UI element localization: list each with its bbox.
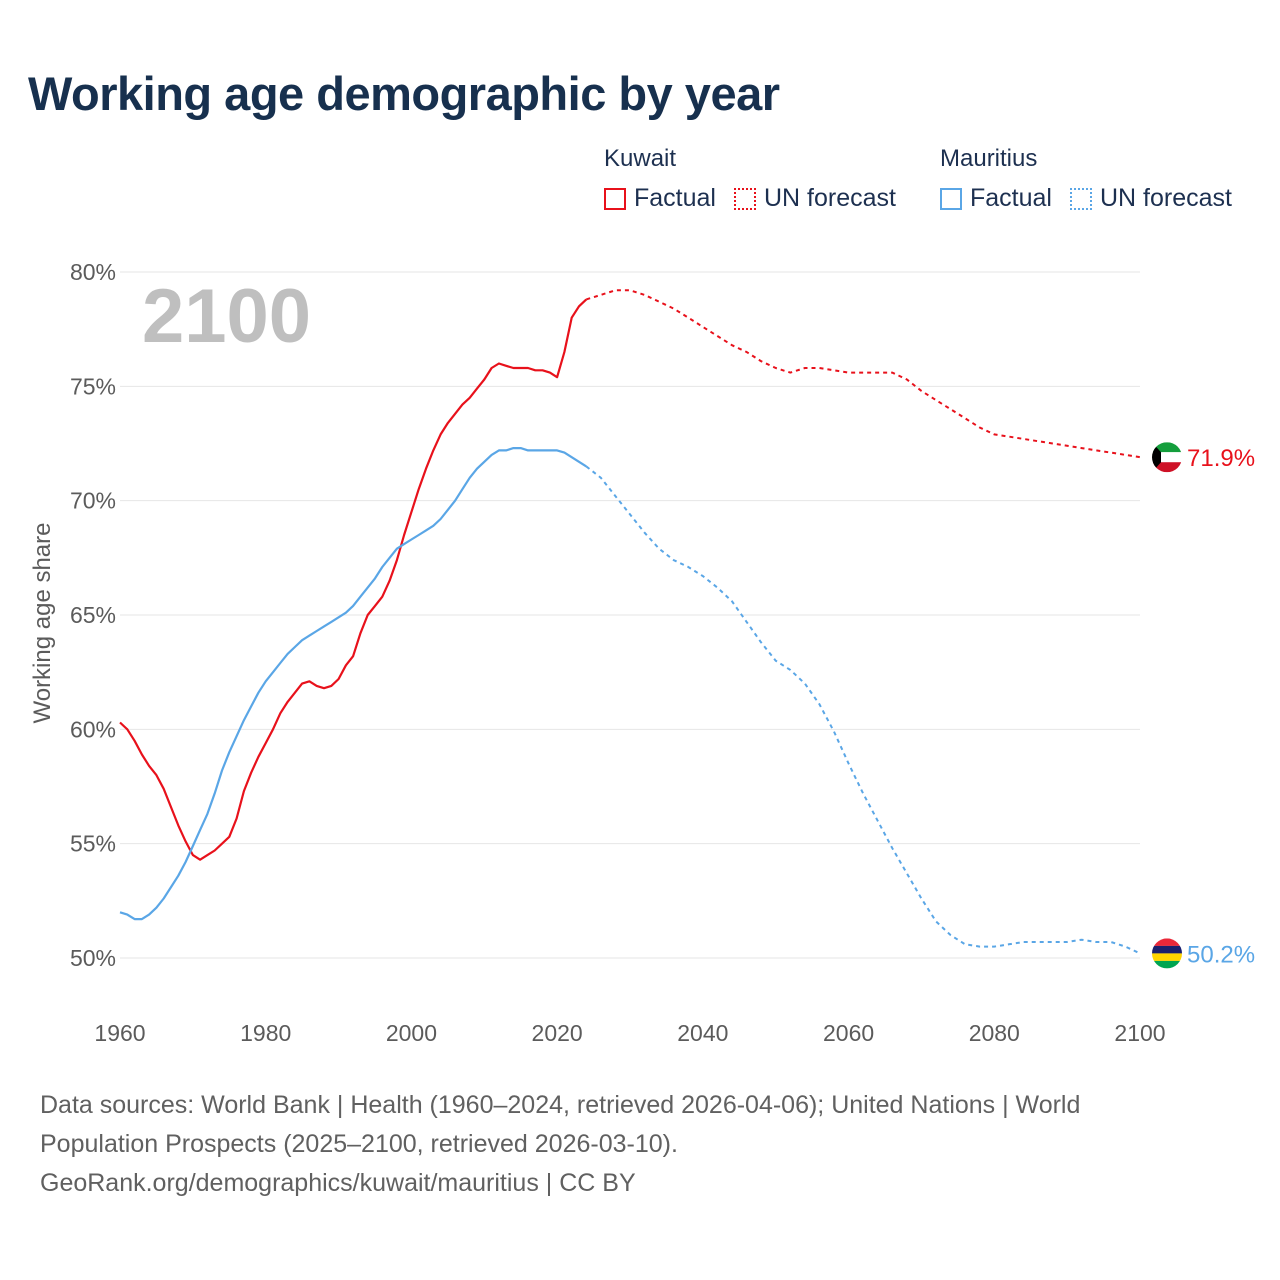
y-tick-label: 70% (70, 488, 116, 514)
legend-item-label: UN forecast (1099, 184, 1232, 212)
legend-kuwait: Kuwait Factual UN forecast (604, 142, 914, 213)
end-label-kuwait: 71.9% (1187, 445, 1255, 472)
year-watermark: 2100 (142, 274, 311, 359)
series-line-kuwait-forecast[interactable] (586, 289, 1141, 459)
series-lines (119, 289, 1141, 955)
legend-item-mauritius-factual[interactable]: Factual (940, 184, 1052, 213)
legend-item-kuwait-forecast[interactable]: UN forecast (733, 184, 896, 213)
y-tick-label: 60% (70, 716, 116, 742)
y-axis-label: Working age share (29, 523, 56, 724)
legend-mauritius: Mauritius Factual UN forecast (940, 142, 1250, 213)
legend-item-label: Factual (634, 184, 716, 212)
page-title: Working age demographic by year (28, 67, 780, 120)
legend-swatch-dotted (733, 187, 756, 210)
kuwait-flag-icon (1152, 442, 1182, 473)
legend-group-name: Kuwait (604, 145, 677, 172)
footer: Data sources: World Bank | Health (1960–… (40, 1086, 1200, 1203)
legend-item-mauritius-forecast[interactable]: UN forecast (1069, 184, 1232, 213)
end-label-mauritius: 50.2% (1187, 941, 1255, 968)
legend-group-name: Mauritius (940, 145, 1038, 172)
end-labels: 71.9% 50.2% (1152, 442, 1255, 969)
legend-swatch-solid (604, 187, 626, 210)
x-tick-label: 2080 (969, 1020, 1020, 1046)
y-axis-ticks: 50% 55% 60% 65% 70% 75% 80% (70, 259, 116, 971)
y-tick-label: 75% (70, 373, 116, 399)
credit-link[interactable]: GeoRank.org/demographics/kuwait/mauritiu… (40, 1169, 636, 1197)
x-tick-label: 2040 (677, 1020, 728, 1046)
legend-item-label: UN forecast (763, 184, 896, 212)
x-tick-label: 2060 (823, 1020, 874, 1046)
x-tick-label: 2000 (386, 1020, 437, 1046)
series-line-mauritius-forecast[interactable] (585, 465, 1141, 955)
gridlines (120, 271, 1140, 959)
x-axis-ticks: 1960 1980 2000 2020 2040 2060 2080 2100 (94, 1020, 1165, 1046)
x-tick-label: 1960 (94, 1020, 145, 1046)
legend-item-label: Factual (970, 184, 1052, 212)
data-sources: Data sources: World Bank | Health (1960–… (40, 1091, 1081, 1158)
y-tick-label: 50% (70, 945, 116, 971)
x-tick-label: 1980 (240, 1020, 291, 1046)
y-tick-label: 65% (70, 602, 116, 628)
series-line-mauritius-factual[interactable] (119, 447, 587, 921)
x-tick-label: 2100 (1114, 1020, 1165, 1046)
legend-swatch-solid (940, 187, 962, 210)
y-tick-label: 55% (70, 831, 116, 857)
mauritius-flag-icon (1152, 938, 1182, 969)
legend-item-kuwait-factual[interactable]: Factual (604, 184, 716, 213)
x-tick-label: 2020 (532, 1020, 583, 1046)
legend-swatch-dotted (1069, 187, 1092, 210)
series-line-kuwait-factual[interactable] (119, 298, 588, 861)
y-tick-label: 80% (70, 259, 116, 285)
